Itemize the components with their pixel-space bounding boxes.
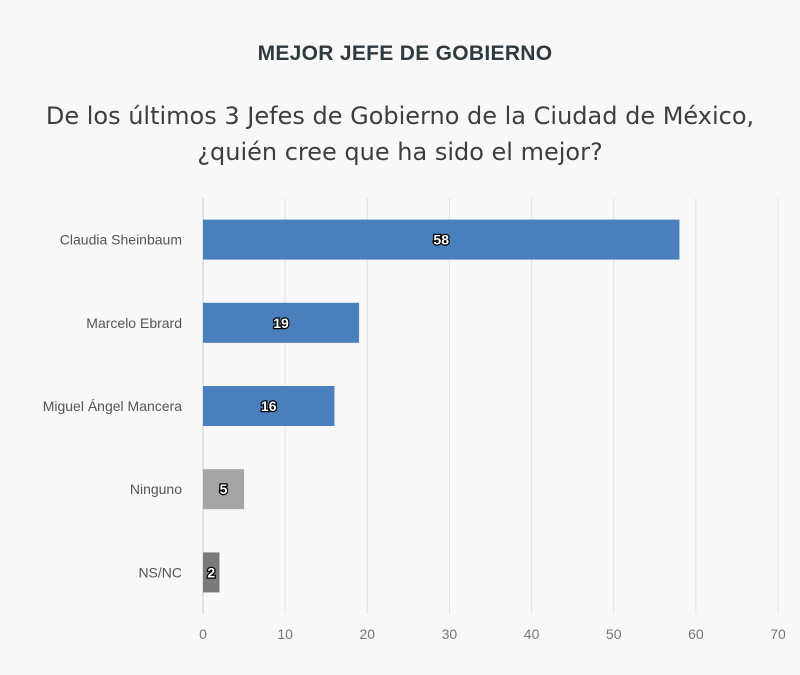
x-tick-label: 40 (524, 626, 540, 642)
category-label: Claudia Sheinbaum (60, 232, 182, 248)
category-label: Miguel Ángel Mancera (43, 398, 183, 414)
category-label: Ninguno (130, 481, 182, 497)
x-tick-label: 70 (770, 626, 786, 642)
data-label: 5 (220, 481, 228, 497)
x-tick-label: 30 (442, 626, 458, 642)
x-tick-label: 60 (688, 626, 704, 642)
subtitle-line-1: De los últimos 3 Jefes de Gobierno de la… (45, 102, 755, 130)
x-tick-label: 0 (199, 626, 207, 642)
category-label: Marcelo Ebrard (86, 315, 182, 331)
bar (203, 469, 245, 510)
data-label: 58 (433, 232, 449, 248)
x-tick-label: 10 (277, 626, 293, 642)
chart-subtitle: De los últimos 3 Jefes de Gobierno de la… (0, 98, 800, 170)
bar (203, 552, 220, 593)
x-tick-label: 50 (606, 626, 622, 642)
x-tick-label: 20 (359, 626, 375, 642)
chart-title: MEJOR JEFE DE GOBIERNO (257, 42, 553, 65)
subtitle-line-2: ¿quién cree que ha sido el mejor? (197, 138, 603, 166)
category-label: NS/NC (138, 564, 182, 580)
data-label: 19 (273, 315, 289, 331)
bar (203, 386, 335, 426)
bar (203, 219, 680, 260)
bar (203, 302, 360, 343)
data-label: 16 (261, 398, 277, 414)
data-label: 2 (207, 564, 215, 580)
